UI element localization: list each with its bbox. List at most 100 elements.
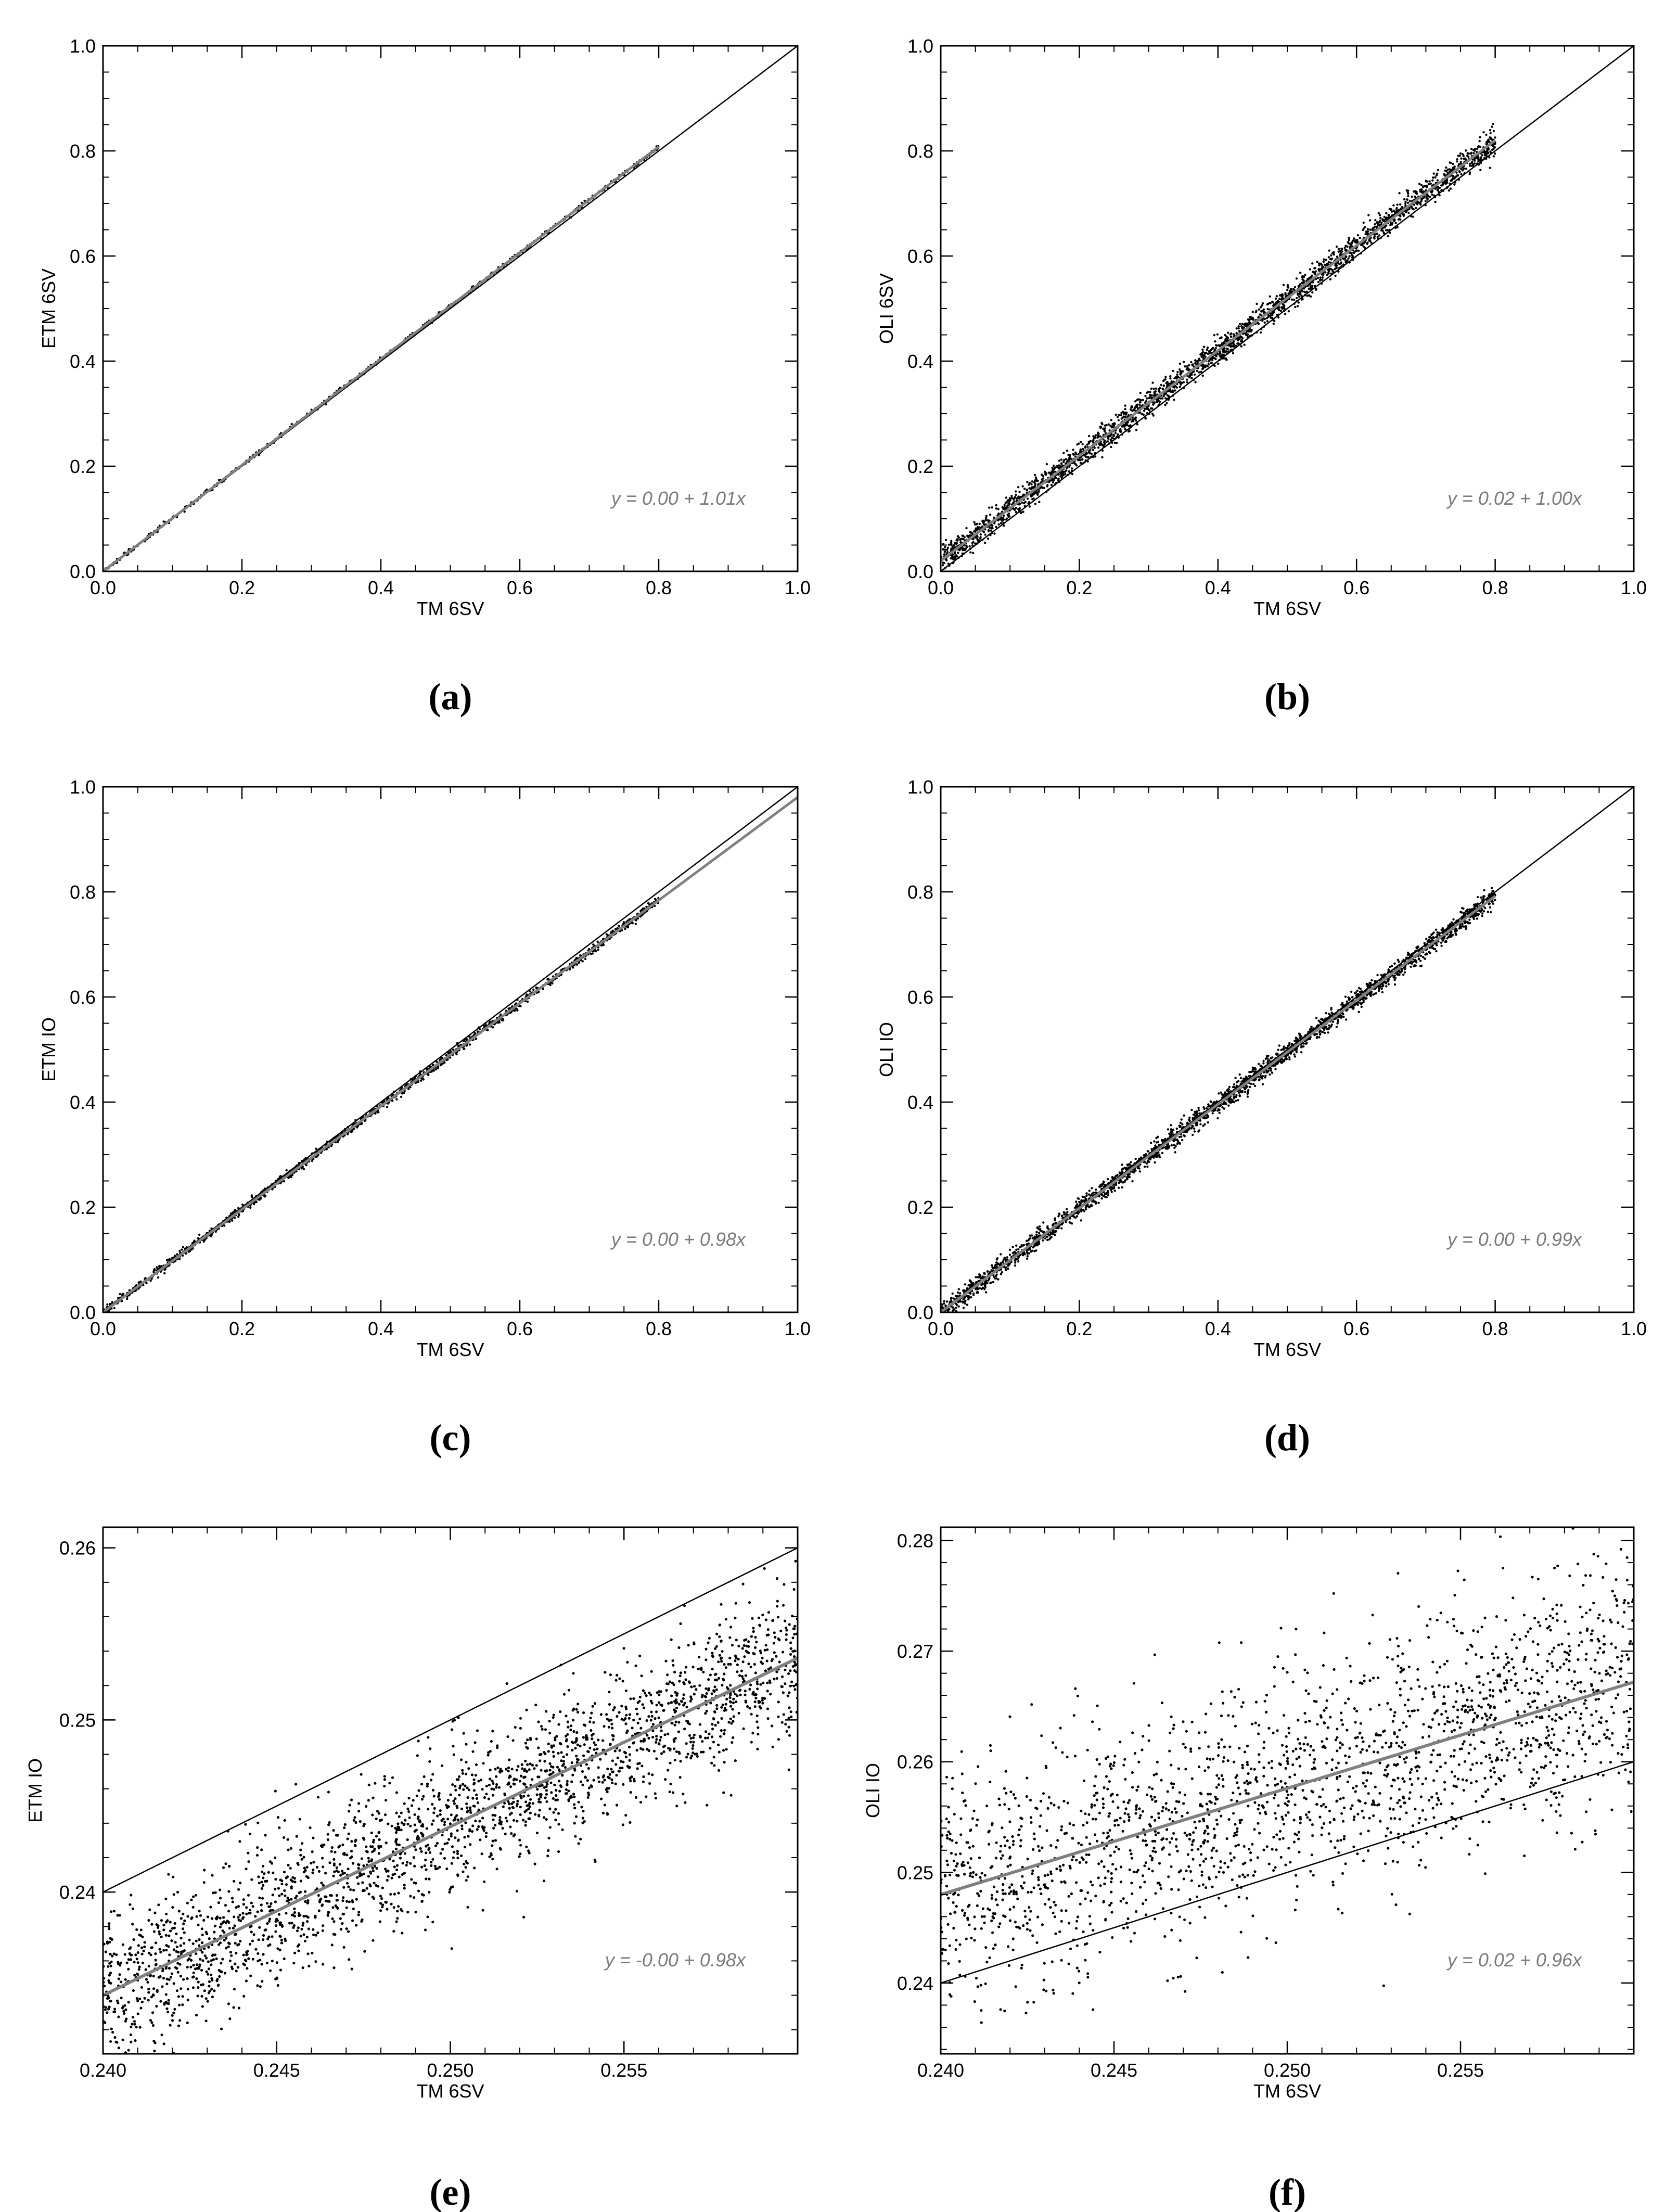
data-point [1159,397,1162,400]
data-point [1383,215,1386,218]
data-point [1250,317,1253,321]
data-point [1221,342,1224,344]
data-point [1185,368,1188,370]
data-point [1223,341,1225,344]
data-point [432,1069,435,1072]
data-point [1348,239,1350,241]
data-point [1241,323,1244,325]
data-point [1138,403,1141,406]
data-point [1092,449,1094,452]
data-point [1352,239,1355,241]
data-point [1220,336,1223,339]
data-point [1302,279,1305,282]
data-point [376,1111,379,1114]
data-point [636,917,639,920]
data-point [1489,129,1492,132]
data-point [1110,419,1113,421]
data-point [1000,518,1003,520]
data-point [1366,242,1368,245]
data-point [183,510,186,513]
data-point [1466,152,1469,155]
data-point [1449,187,1452,190]
data-point [1162,385,1165,387]
data-point [1006,514,1009,516]
y-tick-label: 0.6 [70,987,96,1008]
data-point [1011,502,1015,505]
y-tick-label: 0.6 [70,246,96,267]
data-point [1337,248,1340,250]
data-point [1206,346,1209,349]
data-point [1181,370,1184,373]
data-point [1201,348,1204,351]
data-point [1190,372,1193,375]
data-point [1349,245,1352,248]
data-point [1379,220,1381,222]
data-point [1311,262,1314,265]
data-point [1263,321,1266,324]
data-point [1359,237,1361,239]
data-point [1020,512,1022,514]
data-point [1406,191,1409,194]
data-point [1019,502,1021,505]
data-point [635,918,637,922]
x-tick-label: 0.2 [1066,577,1092,598]
data-point [1168,395,1170,398]
data-point [1337,250,1340,253]
data-point [1030,483,1033,485]
data-point [1190,377,1193,379]
x-tick-label: 0.0 [90,577,116,598]
data-point [434,1068,437,1071]
data-point [1406,201,1410,204]
data-point [137,1287,140,1290]
data-point [1094,436,1096,438]
data-point [1077,458,1079,461]
data-point [1250,330,1252,333]
data-point [1432,172,1435,175]
data-point [1013,500,1016,503]
data-point [1130,405,1133,407]
data-point [1064,470,1067,473]
data-point [1300,295,1303,297]
data-point [1202,357,1205,360]
data-point [1192,363,1194,366]
data-point [1317,280,1320,284]
data-point [1287,310,1290,313]
data-point [1479,169,1482,171]
data-point [1436,179,1439,182]
data-point [975,527,978,530]
data-point [475,1038,478,1041]
data-point [1300,282,1303,285]
data-point [1461,169,1464,172]
data-point [113,1307,116,1310]
data-point [311,1159,314,1162]
data-point [1276,307,1279,310]
data-point [1473,149,1476,152]
data-point [1079,441,1082,443]
data-point [1005,496,1008,499]
data-point [1149,391,1151,393]
data-point [1357,249,1360,252]
data-point [121,1294,123,1296]
data-point [1018,491,1021,493]
x-tick-label: 0.4 [1205,577,1231,598]
data-point [1309,295,1312,298]
data-point [997,512,1000,515]
data-point [957,552,959,554]
data-point [621,929,623,932]
data-point [1010,494,1013,497]
data-point [977,539,979,542]
data-point [1190,361,1193,364]
data-point [1338,263,1341,265]
data-point [1419,188,1421,191]
data-point [1438,194,1441,197]
data-point [1325,259,1327,261]
data-point [1166,381,1169,383]
data-point [1279,310,1282,312]
data-point [1451,178,1453,181]
data-point [950,541,953,544]
data-point [1319,276,1322,279]
data-point [944,539,947,542]
data-point [1161,397,1164,400]
data-point [1335,245,1338,248]
data-point [1051,469,1054,471]
